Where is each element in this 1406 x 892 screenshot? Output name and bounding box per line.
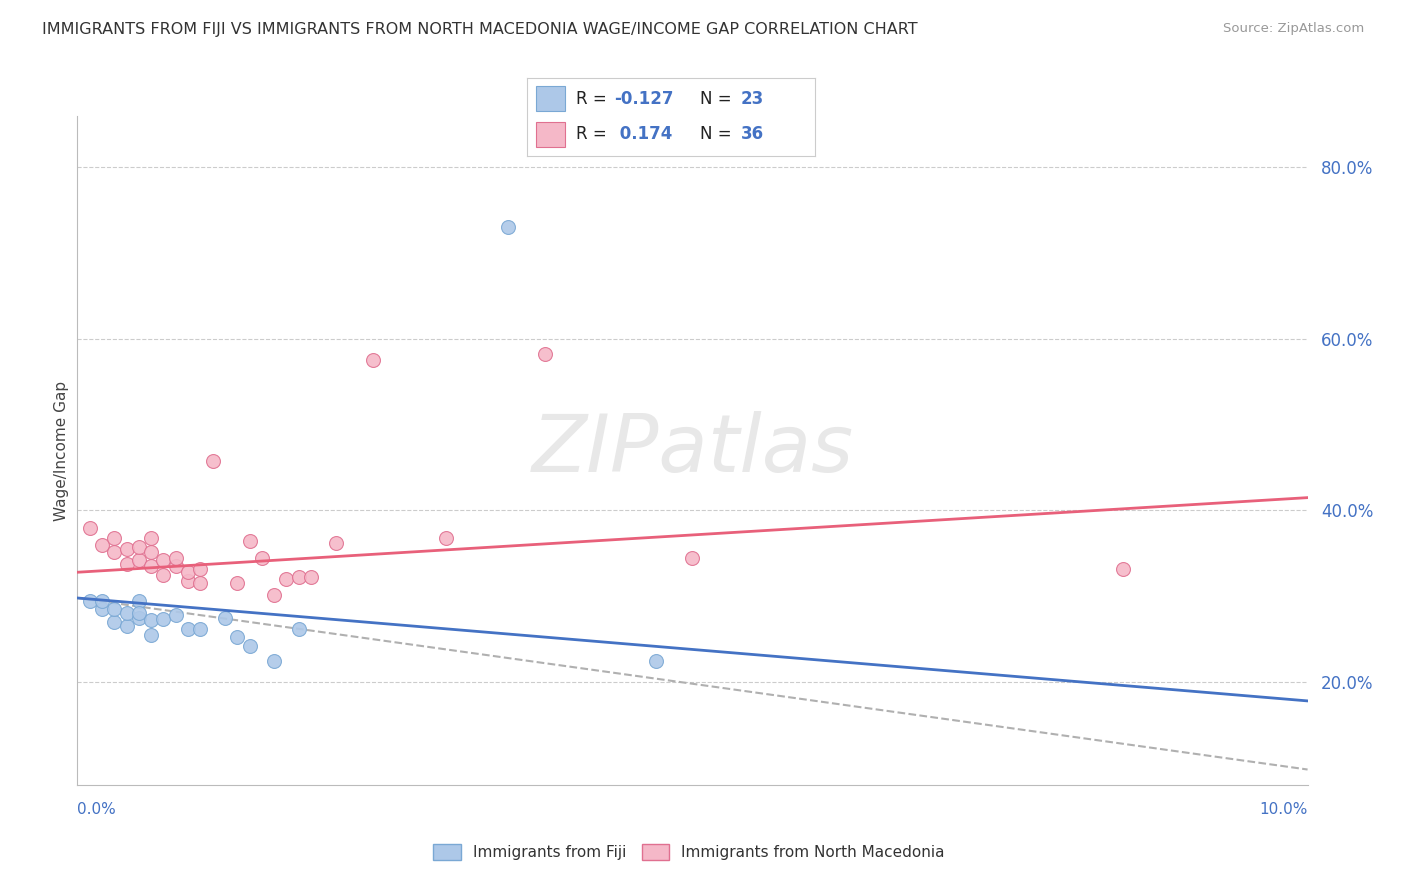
Point [152,553,174,567]
Point [239,533,262,548]
Point [276,572,298,586]
Point [141,559,163,574]
Text: 36: 36 [741,125,763,143]
Point [79,593,101,607]
Point [644,654,666,668]
Point [201,454,224,468]
Point [103,531,125,545]
Point [103,544,125,558]
Point [141,544,163,558]
Text: 0.174: 0.174 [613,125,672,143]
Point [141,628,163,642]
Point [177,566,200,580]
Text: Source: ZipAtlas.com: Source: ZipAtlas.com [1223,22,1364,36]
Point [177,622,200,636]
Bar [536,121,565,146]
Text: N =: N = [700,90,737,108]
Point [288,622,311,636]
Point [79,521,101,535]
Text: R =: R = [576,125,612,143]
Text: -0.127: -0.127 [613,90,673,108]
Point [165,550,187,565]
Point [115,557,138,571]
Text: R =: R = [576,90,612,108]
Point [152,612,174,626]
Point [214,611,236,625]
Bar [536,87,565,112]
Point [90,593,114,607]
Point [263,654,285,668]
Text: 10.0%: 10.0% [1260,803,1308,817]
Point [325,536,347,550]
Point [115,607,138,621]
Y-axis label: Wage/Income Gap: Wage/Income Gap [53,380,69,521]
Point [496,220,519,235]
Point [177,574,200,588]
Point [250,550,273,565]
Point [263,588,285,602]
Point [115,619,138,633]
Point [165,559,187,574]
Point [226,631,249,645]
Point [165,608,187,623]
Point [1112,562,1135,576]
Point [534,347,557,361]
Point [115,542,138,557]
Point [128,611,150,625]
Point [299,570,322,584]
Text: 23: 23 [741,90,763,108]
Point [361,353,384,368]
Point [188,562,212,576]
Text: IMMIGRANTS FROM FIJI VS IMMIGRANTS FROM NORTH MACEDONIA WAGE/INCOME GAP CORRELAT: IMMIGRANTS FROM FIJI VS IMMIGRANTS FROM … [42,22,918,37]
Point [90,538,114,552]
Point [288,570,311,584]
Point [188,576,212,591]
Legend: Immigrants from Fiji, Immigrants from North Macedonia: Immigrants from Fiji, Immigrants from No… [427,838,950,866]
Point [141,613,163,627]
Point [128,553,150,567]
Text: 0.0%: 0.0% [77,803,117,817]
Point [226,576,249,591]
Point [188,622,212,636]
Point [128,593,150,607]
Point [152,567,174,582]
Point [682,550,704,565]
Point [141,531,163,545]
Point [239,639,262,653]
Point [103,615,125,629]
Point [128,540,150,554]
Point [90,602,114,616]
Text: N =: N = [700,125,737,143]
Point [436,531,458,545]
Point [128,607,150,621]
Text: ZIPatlas: ZIPatlas [531,411,853,490]
Point [103,602,125,616]
